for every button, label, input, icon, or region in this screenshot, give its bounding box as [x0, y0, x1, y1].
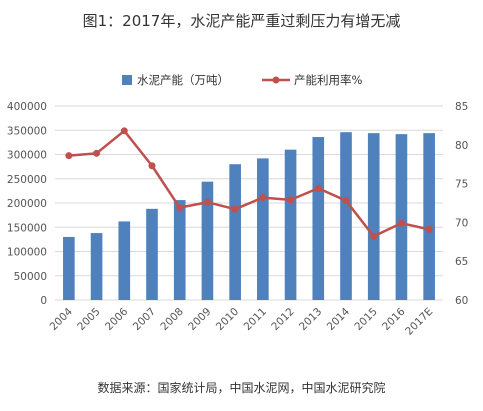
y-left-tick-label: 100000 — [7, 247, 47, 259]
x-tick-label: 2012 — [269, 306, 296, 333]
bar — [146, 208, 158, 300]
line-point — [259, 194, 267, 202]
line-path — [68, 129, 430, 238]
x-tick-label: 2011 — [242, 306, 269, 333]
line-point — [342, 197, 350, 205]
bar — [312, 137, 325, 300]
x-tick-label: 2017E — [403, 306, 435, 338]
y-left-tick-label: 350000 — [7, 125, 47, 137]
y-right-tick-label: 85 — [455, 101, 468, 113]
bar-series — [63, 132, 435, 300]
x-tick-label: 2006 — [103, 305, 131, 333]
bar — [340, 132, 352, 300]
line-point — [397, 219, 405, 227]
y-right-tick-label: 60 — [455, 295, 468, 307]
legend-swatch-bar — [122, 75, 132, 85]
x-tick-label: 2010 — [214, 306, 241, 333]
y-left-tick-label: 50000 — [14, 271, 47, 283]
line-point — [120, 127, 128, 135]
y-left-tick-label: 150000 — [7, 222, 47, 234]
x-tick-label: 2009 — [186, 306, 213, 333]
x-tick-label: 2007 — [131, 306, 158, 333]
y-left-tick-label: 400000 — [7, 101, 47, 113]
x-tick-label: 2015 — [352, 306, 379, 333]
chart-title: 图1：2017年，水泥产能严重过剩压力有增无减 — [82, 12, 401, 30]
x-tick-label: 2008 — [158, 306, 185, 333]
bar — [173, 200, 186, 300]
bar — [367, 133, 380, 300]
bar — [257, 158, 269, 300]
x-tick-label: 2004 — [48, 305, 76, 333]
chart-canvas: 水泥产能（万吨） 产能利用率% 0 50000 100000 150000 200000 2… — [7, 73, 468, 338]
y-right-tick-label: 80 — [455, 140, 468, 152]
line-point — [65, 152, 73, 160]
bar — [395, 134, 408, 300]
line-point — [176, 204, 184, 212]
y-left-tick-label: 250000 — [7, 174, 47, 186]
bar — [90, 233, 103, 300]
y-right-tick-label: 70 — [455, 217, 468, 229]
source-note: 数据来源：国家统计局，中国水泥网，中国水泥研究院 — [97, 381, 386, 395]
line-point — [314, 184, 322, 192]
line-series — [65, 127, 433, 240]
x-tick-label: 2005 — [75, 306, 102, 333]
chart-legend: 水泥产能（万吨） 产能利用率% — [122, 73, 362, 87]
y-left-tick-label: 300000 — [7, 150, 47, 162]
line-point — [148, 162, 156, 170]
line-point — [425, 225, 433, 233]
bar — [423, 133, 435, 300]
bar — [284, 149, 297, 300]
bar — [63, 236, 75, 300]
legend-label-line: 产能利用率% — [294, 73, 362, 87]
x-tick-label: 2013 — [297, 306, 324, 333]
legend-label-bar: 水泥产能（万吨） — [137, 73, 229, 87]
line-point — [231, 205, 239, 213]
line-point — [93, 149, 101, 157]
line-point — [203, 198, 211, 206]
y-right-tick-label: 65 — [455, 256, 468, 268]
y-left-tick-label: 0 — [40, 295, 47, 307]
y-left-tick-label: 200000 — [7, 198, 47, 210]
bar — [229, 164, 241, 300]
line-point — [287, 196, 295, 204]
x-tick-label: 2014 — [325, 305, 353, 333]
bar — [201, 181, 214, 300]
bar — [118, 221, 131, 300]
legend-marker-line — [272, 76, 280, 84]
line-point — [370, 232, 378, 240]
y-right-tick-label: 75 — [455, 179, 468, 191]
